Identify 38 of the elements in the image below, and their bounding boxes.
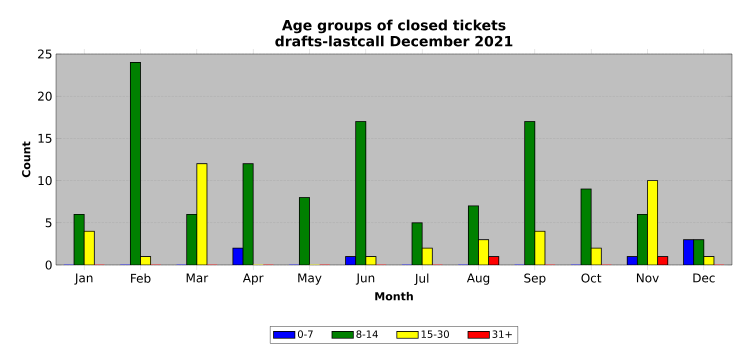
bar [524,121,536,265]
x-tick-label: Jul [414,274,428,286]
x-tick-label: Oct [581,274,602,283]
y-tick-label: 0 [46,260,52,270]
x-tick-label: Feb [131,274,150,283]
bar [74,214,85,265]
y-tick-label: 5 [46,218,52,228]
chart-title: Age groups of closed tickets [282,20,506,34]
x-tick-label: Aug [466,274,490,285]
legend-label: 0-7 [298,330,313,338]
y-axis-title: Count [22,141,30,178]
legend-label: 31+ [492,330,512,338]
x-tick-label: Nov [636,274,659,282]
y-tick-label: 20 [38,92,52,101]
chart-subtitle: drafts-lastcall December 2021 [275,36,512,46]
x-axis-title: Month [375,292,413,300]
bar [412,222,423,265]
bar [534,230,546,265]
y-tick-label: 15 [38,134,52,143]
x-tick-label: Jun [356,274,374,285]
y-tick-label: 25 [38,49,52,59]
y-tick-label: 10 [38,176,52,186]
x-tick-label: May [298,274,322,285]
legend-label: 15-30 [422,330,449,338]
bar [186,214,198,265]
x-tick-label: Dec [693,274,715,282]
bar [196,163,208,265]
x-tick-label: Sep [524,274,546,285]
bar [683,239,694,265]
legend-label: 8-14 [356,330,378,338]
bar [242,163,254,265]
x-tick-label: Mar [186,274,208,282]
bar [580,188,592,265]
bar [84,230,95,265]
bar [693,239,704,265]
x-tick-label: Apr [242,274,264,285]
bar [355,121,366,265]
x-tick-label: Jan [74,274,92,285]
